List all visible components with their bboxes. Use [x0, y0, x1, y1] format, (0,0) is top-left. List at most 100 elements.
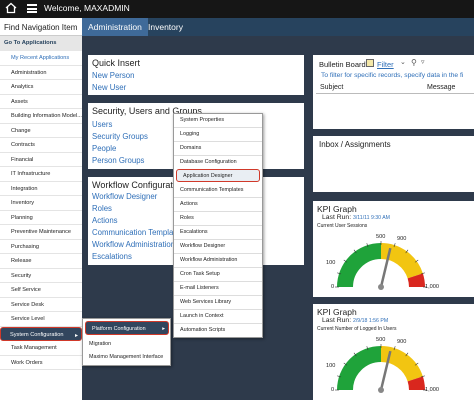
gauge-tick [414, 362, 419, 366]
nav-search-title[interactable]: Find Navigation Item [0, 18, 82, 36]
menu-item-roles[interactable]: Roles [180, 215, 194, 221]
menu-item-launch-in-context[interactable]: Launch in Context [180, 313, 224, 319]
table-header: Subject Message [316, 82, 474, 94]
menu-icon[interactable] [27, 4, 37, 13]
menu-item-application-designer[interactable]: Application Designer [176, 169, 260, 182]
platform-configuration-submenu: System Properties Logging Domains Databa… [173, 113, 263, 338]
sidebar-item-planning[interactable]: Planning [0, 211, 82, 225]
tick-100: 100 [326, 363, 336, 369]
workflow-administration-link[interactable]: Workflow Administration [92, 240, 176, 249]
sidebar-item-contracts[interactable]: Contracts [0, 138, 82, 153]
menu-item-automation-scripts[interactable]: Automation Scripts [180, 327, 226, 333]
sidebar-item-integration[interactable]: Integration [0, 182, 82, 196]
sidebar-item-service-desk[interactable]: Service Desk [0, 298, 82, 312]
tab-bar: Administration Inventory [82, 18, 474, 36]
welcome-text: Welcome, MAXADMIN [44, 3, 130, 13]
kpi-title: KPI Graph [317, 204, 357, 214]
menu-item-cron-task-setup[interactable]: Cron Task Setup [180, 271, 220, 277]
go-to-applications[interactable]: Go To Applications [0, 36, 82, 51]
sidebar-item-inventory[interactable]: Inventory [0, 196, 82, 211]
gauge-tick [420, 272, 425, 275]
sidebar-item-work-orders[interactable]: Work Orders [0, 356, 82, 370]
menu-item-communication-templates[interactable]: Communication Templates [180, 187, 244, 193]
gauge-hub [378, 284, 384, 290]
people-link[interactable]: People [92, 144, 117, 153]
gauge-tick [393, 243, 396, 248]
card-title: Security, Users and Groups [92, 106, 202, 116]
roles-link[interactable]: Roles [92, 204, 112, 213]
menu-item-maximo-management-interface[interactable]: Maximo Management Interface [89, 354, 164, 360]
menu-item-domains[interactable]: Domains [180, 145, 202, 151]
menu-item-workflow-designer[interactable]: Workflow Designer [180, 243, 226, 249]
menu-item-platform-configuration[interactable]: Platform Configuration ▸ [85, 321, 169, 335]
menu-item-web-services-library[interactable]: Web Services Library [180, 299, 232, 305]
menu-item-system-properties[interactable]: System Properties [180, 117, 225, 123]
inbox-title: Inbox / Assignments [319, 140, 391, 149]
new-person-link[interactable]: New Person [92, 71, 135, 80]
menu-item-workflow-administration[interactable]: Workflow Administration [180, 257, 238, 263]
filter-table-icon[interactable] [366, 59, 374, 67]
chevron-right-icon: ▸ [74, 332, 78, 339]
users-link[interactable]: Users [92, 120, 113, 129]
new-user-link[interactable]: New User [92, 83, 127, 92]
filter-link[interactable]: Filter [377, 60, 394, 69]
last-run-time: 2/9/18 1:56 PM [352, 318, 389, 324]
workflow-designer-link[interactable]: Workflow Designer [92, 192, 158, 201]
chevron-down-icon[interactable]: ⌄ [400, 59, 406, 66]
column-message[interactable]: Message [427, 84, 456, 91]
search-icon[interactable]: ⚲ [411, 58, 417, 67]
funnel-icon[interactable]: ▿ [421, 59, 425, 66]
sidebar-item-purchasing[interactable]: Purchasing [0, 240, 82, 254]
sidebar-item-service-level[interactable]: Service Level [0, 312, 82, 327]
sidebar-item-label: System Configuration [10, 331, 64, 338]
last-run-label: Last Run: [322, 317, 352, 324]
sidebar-item-preventive-maintenance[interactable]: Preventive Maintenance [0, 225, 82, 240]
sidebar-item-bim[interactable]: Building Information Model... [0, 109, 82, 124]
sidebar-item-change[interactable]: Change [0, 124, 82, 138]
sidebar-item-assets[interactable]: Assets [0, 95, 82, 109]
sidebar-item-it-infrastructure[interactable]: IT Infrastructure [0, 167, 82, 182]
tab-inventory[interactable]: Inventory [148, 22, 183, 32]
communication-templates-link[interactable]: Communication Templates [92, 228, 184, 237]
menu-item-migration[interactable]: Migration [89, 341, 112, 347]
last-run-label: Last Run: [322, 214, 352, 221]
tick-0: 0 [331, 284, 335, 290]
column-subject[interactable]: Subject [320, 84, 344, 91]
gauge-band [337, 346, 382, 391]
sidebar-item-system-configuration[interactable]: System Configuration ▸ [0, 326, 82, 341]
escalations-link[interactable]: Escalations [92, 252, 132, 261]
actions-link[interactable]: Actions [92, 216, 118, 225]
gauge-band [380, 346, 423, 382]
sidebar-item-administration[interactable]: Administration [0, 66, 82, 80]
sidebar-item-self-service[interactable]: Self Service [0, 283, 82, 298]
sidebar-item-recent[interactable]: My Recent Applications [0, 51, 82, 66]
sidebar-item-release[interactable]: Release [0, 254, 82, 269]
person-groups-link[interactable]: Person Groups [92, 156, 145, 165]
sidebar-item-analytics[interactable]: Analytics [0, 80, 82, 95]
gauge-tick [420, 375, 425, 378]
home-icon[interactable] [5, 2, 17, 14]
menu-item-email-listeners[interactable]: E-mail Listeners [180, 285, 219, 291]
gauge-band [407, 376, 425, 391]
gauge-tick [337, 375, 342, 378]
menu-item-escalations[interactable]: Escalations [180, 229, 208, 235]
gauge-tick [414, 259, 419, 263]
sidebar-item-security[interactable]: Security [0, 269, 82, 283]
menu-item-actions[interactable]: Actions [180, 201, 198, 207]
system-configuration-submenu: Platform Configuration ▸ Migration Maxim… [82, 318, 171, 366]
gauge-1 [335, 241, 427, 290]
filter-hint: To filter for specific records, specify … [321, 72, 464, 79]
sidebar-item-financial[interactable]: Financial [0, 153, 82, 167]
menu-item-database-configuration[interactable]: Database Configuration [180, 159, 237, 165]
bulletin-board-card: Bulletin Board Filter ⌄ ⚲ ▿ To filter fo… [313, 55, 474, 129]
top-bar: Welcome, MAXADMIN [0, 0, 474, 18]
sidebar-item-task-management[interactable]: Task Management [0, 341, 82, 356]
security-groups-link[interactable]: Security Groups [92, 132, 148, 141]
gauge-tick [405, 249, 409, 254]
kpi-metric: Current Number of Logged In Users [317, 326, 397, 332]
kpi-title: KPI Graph [317, 307, 357, 317]
tab-administration[interactable]: Administration [82, 18, 148, 36]
gauge-tick [405, 352, 409, 357]
quick-insert-card: Quick Insert New Person New User [88, 55, 304, 95]
menu-item-logging[interactable]: Logging [180, 131, 200, 137]
